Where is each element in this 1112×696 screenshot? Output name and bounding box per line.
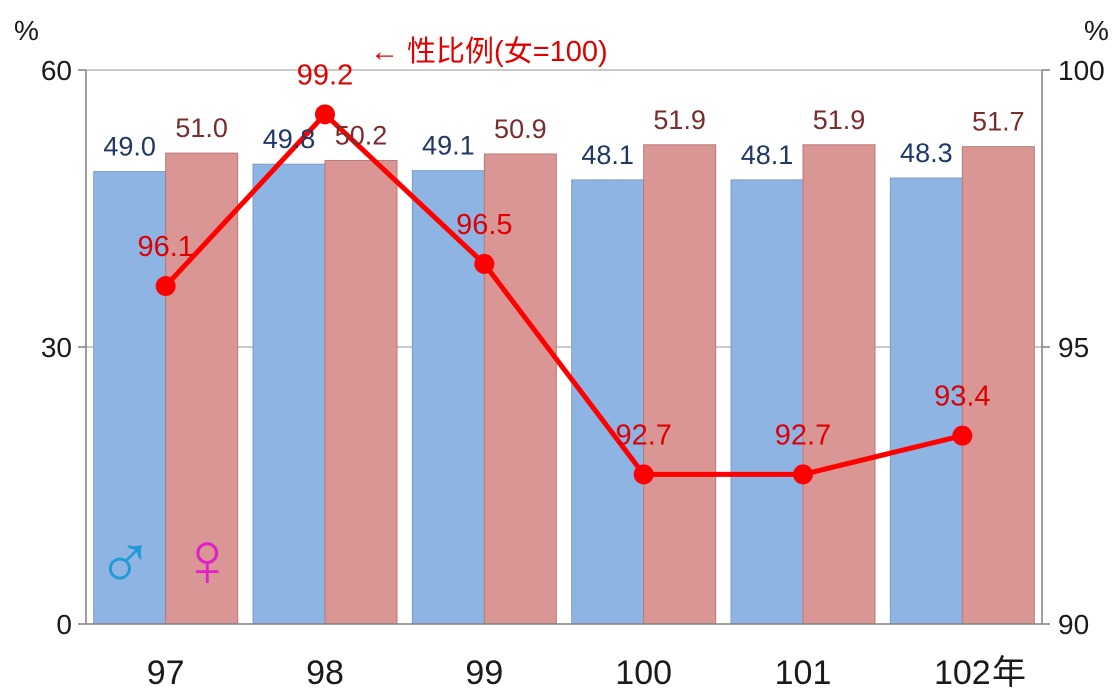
male-bar — [730, 179, 804, 625]
female-bar — [643, 144, 717, 625]
male-value-label: 49.1 — [422, 131, 475, 161]
female-value-label: 50.2 — [335, 120, 388, 150]
male-bar — [252, 163, 326, 625]
female-bar — [324, 159, 398, 625]
left-tick-label: 0 — [56, 609, 72, 640]
male-value-label: 49.0 — [103, 132, 156, 162]
female-bar — [165, 152, 239, 625]
x-tick-label: 102 — [934, 654, 991, 692]
male-bar — [889, 177, 963, 625]
ratio-point — [952, 425, 973, 446]
x-unit-label: 年 — [992, 654, 1026, 692]
male-value-label: 48.1 — [741, 140, 794, 170]
gridlines — [86, 69, 1042, 348]
female-value-label: 51.9 — [653, 105, 706, 135]
right-tick-label: 100 — [1058, 55, 1105, 86]
male-value-label: 48.1 — [581, 140, 634, 170]
left-tick-label: 60 — [41, 55, 72, 86]
female-bar — [483, 153, 557, 625]
female-value-label: 51.7 — [972, 107, 1025, 137]
data-labels: 49.0 49.8 49.1 48.1 48.1 48.3 51.0 50.2 50.9 51.9… — [103, 59, 1024, 451]
ratio-line-path — [163, 111, 963, 477]
male-value-label: 49.8 — [263, 124, 316, 154]
right-tick-label: 90 — [1058, 609, 1089, 640]
ratio-value-label: 96.1 — [137, 231, 193, 263]
male-symbol-icon: ♂ — [96, 515, 155, 603]
female-value-label: 51.0 — [175, 113, 228, 143]
female-bar — [961, 146, 1035, 625]
right-tick-label: 95 — [1058, 332, 1089, 363]
x-tick-label: 100 — [615, 654, 672, 692]
left-unit-label: % — [14, 15, 39, 46]
ratio-point — [793, 464, 813, 485]
left-tick-label: 30 — [41, 332, 72, 363]
x-tick-label: 98 — [306, 654, 344, 692]
ratio-value-label: 92.7 — [615, 419, 671, 451]
x-tick-label: 99 — [465, 654, 503, 692]
ratio-point — [474, 253, 495, 274]
ratio-point — [155, 276, 176, 297]
bars — [93, 144, 1035, 625]
female-symbol-icon: ♀ — [178, 515, 237, 603]
ratio-line — [155, 104, 973, 485]
female-value-label: 50.9 — [494, 114, 547, 144]
axes: 0 30 60 90 95 100 97 98 99 100 101 102 — [41, 55, 1105, 692]
right-unit-label: % — [1084, 15, 1109, 46]
male-value-label: 48.3 — [900, 138, 953, 168]
ratio-value-label: 99.2 — [297, 59, 353, 91]
ratio-value-label: 92.7 — [775, 419, 831, 451]
x-tick-label: 97 — [147, 654, 185, 692]
male-bar — [571, 179, 645, 625]
female-value-label: 51.9 — [813, 105, 866, 135]
male-bar — [93, 171, 167, 625]
ratio-value-label: 96.5 — [456, 209, 512, 241]
ratio-annotation: ← 性比例(女=100) — [370, 35, 608, 68]
ratio-point — [315, 104, 335, 125]
female-bar — [802, 144, 876, 625]
x-tick-label: 101 — [775, 654, 832, 692]
ratio-value-label: 93.4 — [934, 381, 990, 413]
ratio-point — [633, 464, 654, 485]
